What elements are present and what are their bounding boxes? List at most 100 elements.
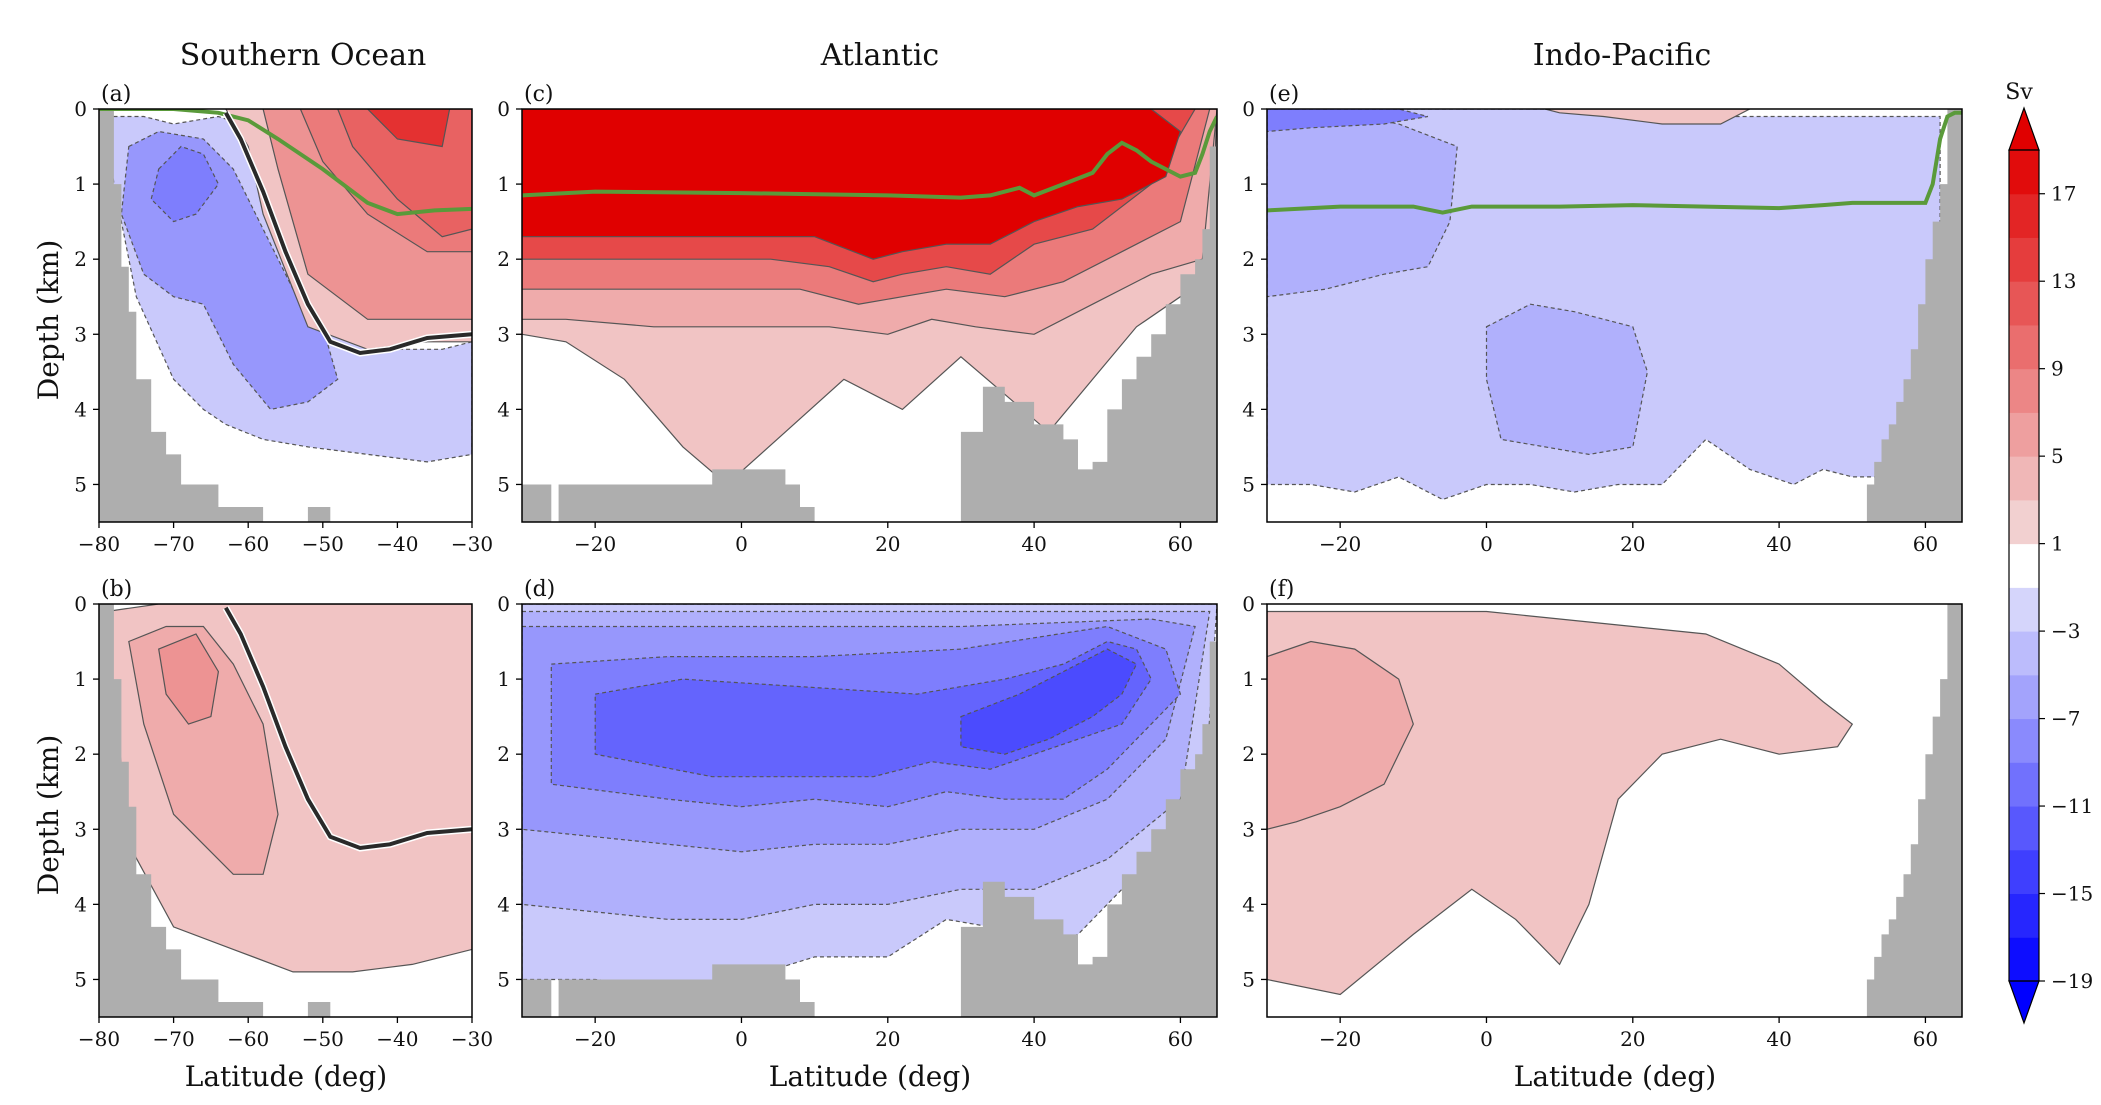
title-indo-pacific: Indo-Pacific xyxy=(1533,38,1712,73)
x-tick-label: 20 xyxy=(875,1027,900,1051)
colorbar-tick-label: 1 xyxy=(2051,532,2064,556)
contour-region xyxy=(150,145,220,223)
y-tick-label: 1 xyxy=(497,172,510,196)
bathymetry xyxy=(1866,109,1962,522)
panel-label: (e) xyxy=(1269,82,1299,107)
y-tick-label: 2 xyxy=(497,742,510,766)
y-tick-label: 4 xyxy=(1242,892,1255,916)
x-tick-label: −50 xyxy=(302,532,344,556)
y-tick-label: 0 xyxy=(1242,592,1255,616)
colorbar-segment xyxy=(2009,543,2039,588)
y-tick-label: 2 xyxy=(497,247,510,271)
colorbar-tick-label: 17 xyxy=(2051,182,2076,206)
panel-plot-area xyxy=(522,604,1217,1017)
x-tick-label: 40 xyxy=(1766,532,1791,556)
colorbar-segment xyxy=(2009,674,2039,720)
colorbar-tick-label: −11 xyxy=(2051,794,2093,818)
x-tick-label: 0 xyxy=(735,532,748,556)
panel-c: (c) −20 0 20 40 60 0 1 2 3 4 5 xyxy=(497,82,1218,556)
y-tick-label: 5 xyxy=(497,472,510,496)
contour-region xyxy=(1267,109,1429,133)
bathymetry xyxy=(522,641,1217,1017)
colorbar-tick-label: 13 xyxy=(2051,269,2076,293)
colorbar-segment xyxy=(2009,587,2039,632)
y-tick-label: 3 xyxy=(74,817,87,841)
colorbar-segment xyxy=(2009,893,2039,938)
colorbar-segment xyxy=(2009,937,2039,982)
colorbar-segment xyxy=(2009,806,2039,851)
bathymetry xyxy=(1866,604,1962,1017)
x-tick-label: 0 xyxy=(735,1027,748,1051)
panel-frame xyxy=(521,108,1218,523)
x-tick-label: 40 xyxy=(1766,1027,1791,1051)
black-line xyxy=(224,111,472,356)
x-tick-label: −80 xyxy=(78,1027,120,1051)
x-tick-label: 60 xyxy=(1913,1027,1938,1051)
colorbar-segment xyxy=(2009,193,2039,238)
colorbar-segment xyxy=(2009,849,2039,895)
y-tick-label: 0 xyxy=(74,592,87,616)
y-tick-label: 4 xyxy=(497,397,510,421)
panel-b: (b) −80 −70 −60 −50 −40 −30 0 1 2 3 4 5 xyxy=(74,577,493,1051)
y-tick-label: 1 xyxy=(74,172,87,196)
x-tick-label: −60 xyxy=(227,532,269,556)
y-tick-label: 2 xyxy=(1242,247,1255,271)
y-tick-label: 3 xyxy=(74,322,87,346)
panel-plot-area xyxy=(1267,109,1962,522)
ylabel-bottom: Depth (km) xyxy=(32,735,65,896)
y-tick-label: 5 xyxy=(74,472,87,496)
colorbar-tick-label: −7 xyxy=(2051,707,2080,731)
bathymetry xyxy=(99,109,472,522)
x-tick-label: −50 xyxy=(302,1027,344,1051)
y-tick-label: 0 xyxy=(1242,97,1255,121)
panel-plot-area xyxy=(522,109,1217,522)
panel-e: (e) −20 0 20 40 60 0 1 2 3 4 5 xyxy=(1242,82,1963,556)
y-tick-label: 2 xyxy=(74,247,87,271)
green-line xyxy=(522,115,1217,200)
x-tick-label: −20 xyxy=(1319,1027,1361,1051)
colorbar-tick-label: 5 xyxy=(2051,444,2064,468)
ylabel-top: Depth (km) xyxy=(32,240,65,401)
y-tick-label: 5 xyxy=(74,967,87,991)
y-tick-label: 4 xyxy=(497,892,510,916)
y-tick-label: 5 xyxy=(1242,472,1255,496)
colorbar-segment xyxy=(2009,150,2039,195)
contour-region xyxy=(366,109,451,148)
x-tick-label: 40 xyxy=(1021,1027,1046,1051)
colorbar-frame xyxy=(2008,149,2040,982)
x-tick-label: −40 xyxy=(376,1027,418,1051)
y-tick-label: 4 xyxy=(74,397,87,421)
panel-f: (f) −20 0 20 40 60 0 1 2 3 4 5 xyxy=(1242,577,1963,1051)
panel-plot-area xyxy=(1267,604,1962,1017)
contour-region xyxy=(1267,640,1414,830)
colorbar-tick-label: 9 xyxy=(2051,357,2064,381)
title-southern-ocean: Southern Ocean xyxy=(180,38,427,73)
colorbar-segment xyxy=(2009,499,2039,545)
x-tick-label: −30 xyxy=(451,532,493,556)
colorbar-segment xyxy=(2009,412,2039,457)
y-tick-label: 3 xyxy=(497,322,510,346)
colorbar-segment xyxy=(2009,237,2039,282)
green-line xyxy=(1267,110,1962,215)
panel-frame xyxy=(98,108,473,523)
y-tick-label: 3 xyxy=(497,817,510,841)
contour-region xyxy=(1267,610,1854,996)
bathymetry xyxy=(99,604,472,1017)
contour-region xyxy=(1485,303,1649,456)
contour-region xyxy=(1544,109,1751,125)
y-tick-label: 1 xyxy=(74,667,87,691)
x-tick-label: −30 xyxy=(451,1027,493,1051)
x-tick-label: 20 xyxy=(1620,532,1645,556)
colorbar-segment xyxy=(2009,631,2039,676)
colorbar-segment xyxy=(2009,368,2039,413)
contour-region xyxy=(158,633,220,725)
colorbar-extend-min xyxy=(2008,980,2040,1025)
colorbar-segment xyxy=(2009,762,2039,807)
title-atlantic: Atlantic xyxy=(820,38,939,73)
panel-a: (a) −80 −70 −60 −50 −40 −30 0 1 2 3 4 5 xyxy=(74,82,493,556)
xlabel-southern-ocean: Latitude (deg) xyxy=(185,1060,387,1093)
y-tick-label: 3 xyxy=(1242,817,1255,841)
y-tick-label: 0 xyxy=(497,592,510,616)
panel-frame xyxy=(1266,603,1963,1018)
